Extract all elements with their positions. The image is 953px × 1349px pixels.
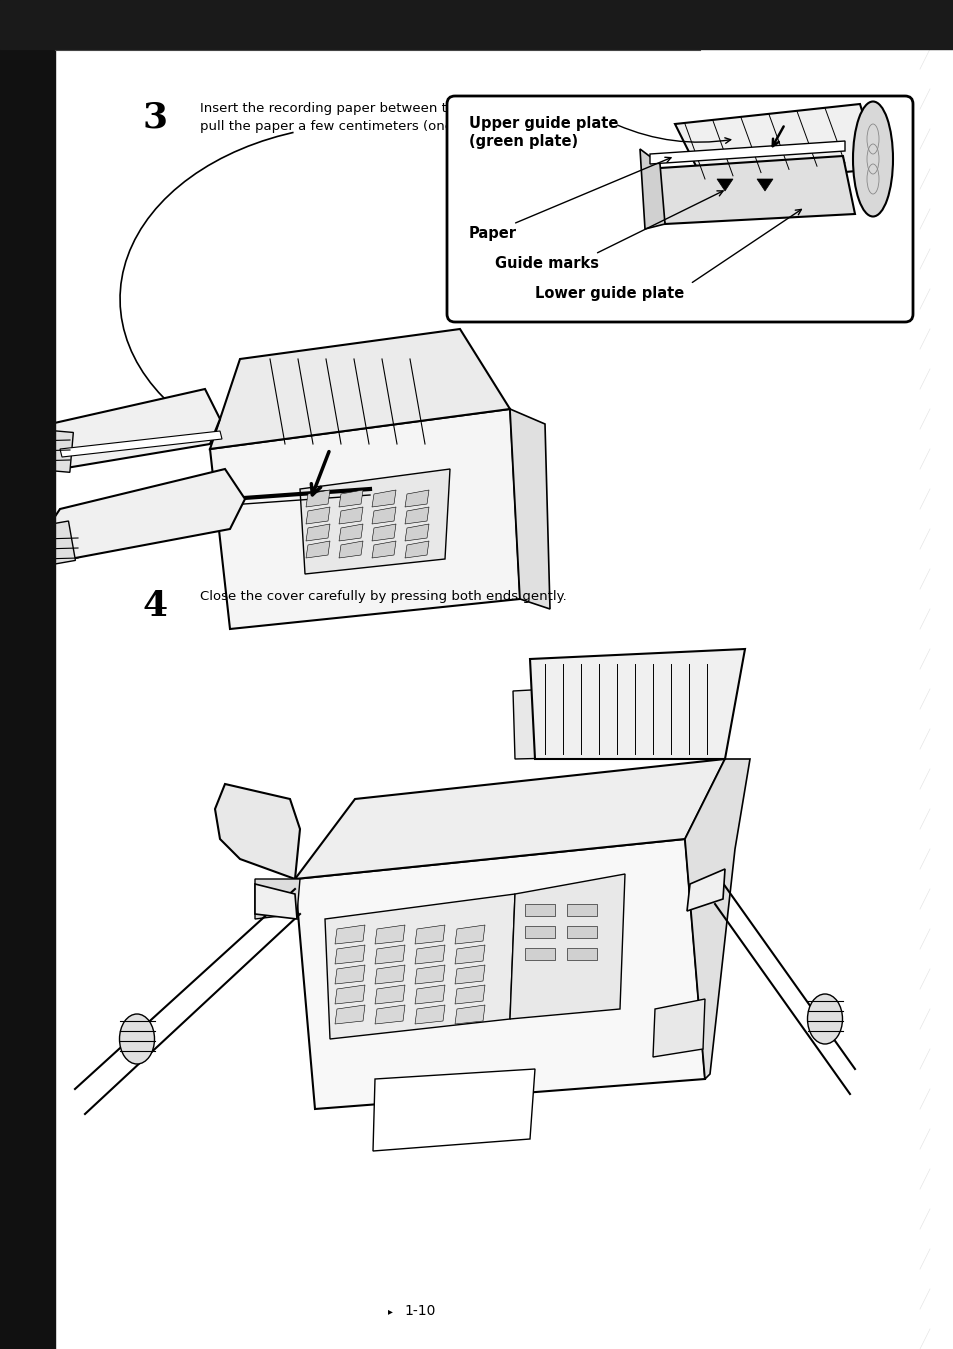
Bar [32, 429, 73, 472]
Polygon shape [686, 869, 724, 911]
Polygon shape [455, 985, 484, 1004]
Polygon shape [455, 965, 484, 983]
Text: Insert the recording paper between the upper and the lower guide plates and: Insert the recording paper between the u… [200, 103, 719, 115]
Polygon shape [373, 1068, 535, 1151]
Polygon shape [40, 469, 245, 558]
Polygon shape [254, 884, 296, 919]
Polygon shape [405, 523, 429, 541]
Text: 3: 3 [142, 101, 168, 135]
Ellipse shape [119, 1014, 154, 1064]
Ellipse shape [806, 994, 841, 1044]
Polygon shape [299, 469, 450, 575]
Text: Upper guide plate: Upper guide plate [469, 116, 618, 131]
Text: Close the cover carefully by pressing both ends gently.: Close the cover carefully by pressing bo… [200, 590, 566, 603]
Polygon shape [372, 490, 395, 507]
Text: (green plate): (green plate) [469, 134, 578, 148]
Polygon shape [372, 523, 395, 541]
Polygon shape [372, 541, 395, 558]
Polygon shape [510, 409, 550, 608]
Polygon shape [335, 925, 365, 944]
Bar [31, 521, 75, 567]
Polygon shape [405, 507, 429, 523]
Polygon shape [415, 965, 444, 983]
Polygon shape [306, 523, 330, 541]
Bar [566, 948, 597, 960]
Bar [0, 0, 55, 1349]
Text: pull the paper a few centimeters (one or two inches) out of the unit.: pull the paper a few centimeters (one or… [200, 120, 656, 134]
Polygon shape [306, 507, 330, 523]
Polygon shape [415, 946, 444, 965]
Ellipse shape [852, 101, 892, 216]
Polygon shape [415, 925, 444, 944]
Polygon shape [375, 925, 405, 944]
Polygon shape [338, 490, 363, 507]
Polygon shape [338, 507, 363, 523]
Polygon shape [335, 965, 365, 983]
Bar [566, 925, 597, 938]
Polygon shape [455, 946, 484, 965]
Polygon shape [675, 104, 879, 183]
Polygon shape [717, 179, 732, 192]
Polygon shape [415, 1005, 444, 1024]
Polygon shape [455, 925, 484, 944]
Polygon shape [757, 179, 772, 192]
Polygon shape [405, 541, 429, 558]
Polygon shape [306, 490, 330, 507]
Polygon shape [254, 880, 299, 919]
Polygon shape [375, 965, 405, 983]
Polygon shape [294, 839, 704, 1109]
Polygon shape [530, 649, 744, 759]
Polygon shape [649, 142, 844, 165]
Polygon shape [306, 541, 330, 558]
Text: Lower guide plate: Lower guide plate [535, 286, 683, 301]
Polygon shape [325, 894, 515, 1039]
Text: Paper: Paper [469, 227, 517, 241]
Polygon shape [338, 523, 363, 541]
Polygon shape [210, 329, 510, 449]
Bar [0, 0, 953, 49]
Polygon shape [513, 679, 729, 759]
Polygon shape [639, 148, 664, 229]
Polygon shape [210, 409, 519, 629]
Bar [524, 925, 555, 938]
Text: 1-10: 1-10 [404, 1304, 436, 1318]
Polygon shape [405, 490, 429, 507]
Polygon shape [335, 946, 365, 965]
Polygon shape [60, 430, 222, 457]
Bar [566, 904, 597, 916]
Polygon shape [652, 1000, 704, 1058]
Polygon shape [372, 507, 395, 523]
FancyBboxPatch shape [447, 96, 912, 322]
Polygon shape [510, 874, 624, 1018]
Polygon shape [415, 985, 444, 1004]
Polygon shape [338, 541, 363, 558]
Polygon shape [644, 156, 854, 224]
Text: Guide marks: Guide marks [495, 256, 598, 271]
Bar [524, 904, 555, 916]
Polygon shape [294, 759, 724, 880]
Text: ▸: ▸ [387, 1306, 392, 1317]
Polygon shape [375, 946, 405, 965]
Polygon shape [214, 784, 299, 880]
Polygon shape [335, 1005, 365, 1024]
Polygon shape [335, 985, 365, 1004]
Bar [524, 948, 555, 960]
Polygon shape [375, 1005, 405, 1024]
Polygon shape [375, 985, 405, 1004]
Polygon shape [684, 759, 749, 1079]
Text: 4: 4 [142, 590, 168, 623]
Polygon shape [455, 1005, 484, 1024]
Polygon shape [30, 389, 220, 469]
